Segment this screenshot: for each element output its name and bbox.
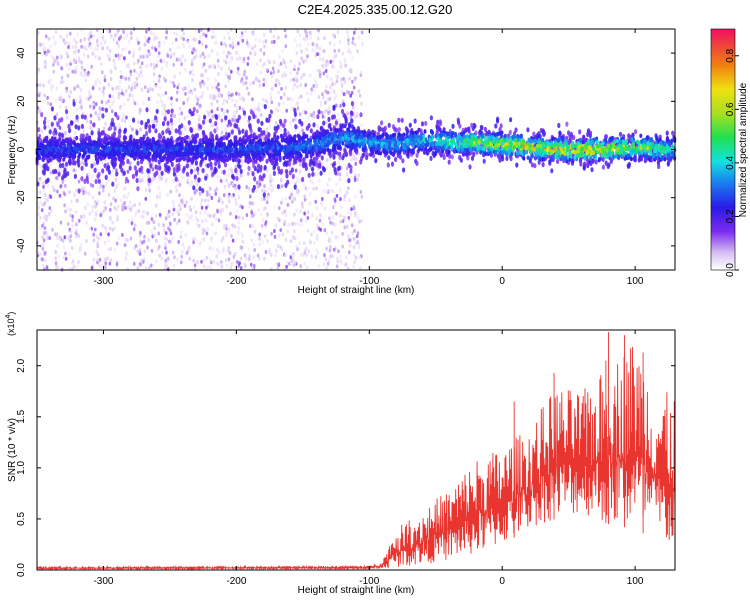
y-tick-label: -40 xyxy=(16,238,27,253)
colorbar-label: Normalized spectral amplitude xyxy=(738,82,749,217)
snr-y-axis-label: SNR (10 * v/v) xyxy=(7,418,18,482)
spectrogram-x-axis-label: Height of straight line (km) xyxy=(298,285,415,296)
snr-plot-area xyxy=(37,330,675,570)
y-tick-label: 20 xyxy=(16,95,27,107)
colorbar-tick-label: 0.0 xyxy=(725,263,736,277)
x-tick-label: 100 xyxy=(627,576,644,587)
y-tick-label: -20 xyxy=(16,190,27,205)
x-tick-label: 0 xyxy=(499,576,505,587)
y-tick-label: 40 xyxy=(16,47,27,59)
colorbar-tick-label: 0.6 xyxy=(725,102,736,116)
x-tick-label: -300 xyxy=(93,576,113,587)
snr-x-axis-label: Height of straight line (km) xyxy=(298,585,415,596)
y-tick-label: 0.5 xyxy=(16,512,27,526)
colorbar-tick-label: 0.8 xyxy=(725,48,736,62)
figure-title: C2E4.2025.335.00.12.G20 xyxy=(298,2,453,17)
x-tick-label: -300 xyxy=(93,276,113,287)
x-tick-label: 100 xyxy=(627,276,644,287)
y-tick-label: 0.0 xyxy=(16,563,27,577)
x-tick-label: -200 xyxy=(226,576,246,587)
spectrogram-y-axis-label: Frequency (Hz) xyxy=(7,116,18,185)
x-tick-label: 0 xyxy=(499,276,505,287)
y-tick-label: 2.0 xyxy=(16,358,27,372)
colorbar-gradient xyxy=(711,29,735,270)
colorbar: 0.0 0.2 0.4 0.6 0.8 Normalized spectral ampl… xyxy=(711,29,749,277)
colorbar-tick-label: 0.2 xyxy=(725,209,736,223)
snr-y-multiplier: (x104) xyxy=(5,312,16,336)
colorbar-tick-label: 0.4 xyxy=(725,156,736,170)
x-tick-label: -200 xyxy=(226,276,246,287)
